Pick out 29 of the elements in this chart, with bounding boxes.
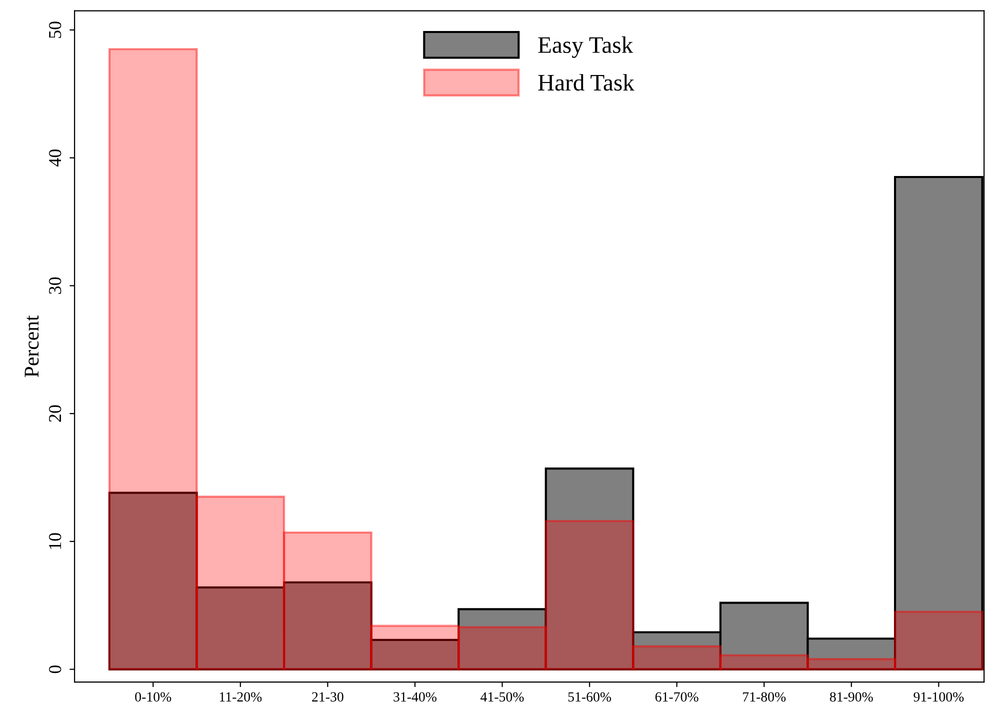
bar: [544, 520, 634, 670]
y-tick-label: 50: [48, 22, 62, 38]
y-tick-label: 20: [48, 405, 62, 422]
bar: [108, 48, 198, 670]
x-tick-label: 41-50%: [480, 692, 524, 702]
x-tick-label: 91-100%: [914, 692, 964, 702]
x-tick-label: 21-30: [312, 692, 344, 702]
bar: [282, 531, 372, 670]
y-tick-label: 30: [48, 277, 62, 294]
x-tick-label: 71-80%: [743, 692, 786, 702]
x-tick-label: 51-60%: [568, 692, 612, 702]
legend-label: Easy Task: [538, 36, 634, 58]
bar: [719, 654, 809, 670]
y-axis-title: Percent: [24, 315, 39, 378]
bar: [806, 658, 896, 670]
x-tick-label: 31-40%: [394, 692, 436, 702]
x-tick-label: 61-70%: [655, 692, 698, 702]
x-tick-label: 0-10%: [135, 692, 172, 702]
bar: [196, 496, 286, 670]
x-tick-label: 81-90%: [830, 692, 873, 702]
y-tick-label: 40: [48, 149, 62, 166]
bar: [370, 624, 460, 670]
bar: [632, 645, 722, 670]
legend-label: Hard Task: [538, 74, 634, 91]
y-tick-label: 0: [48, 665, 62, 674]
bar: [894, 610, 984, 670]
y-tick-label: 10: [48, 533, 62, 549]
bar: [458, 626, 547, 670]
x-tick-label: 11-20%: [220, 692, 262, 702]
